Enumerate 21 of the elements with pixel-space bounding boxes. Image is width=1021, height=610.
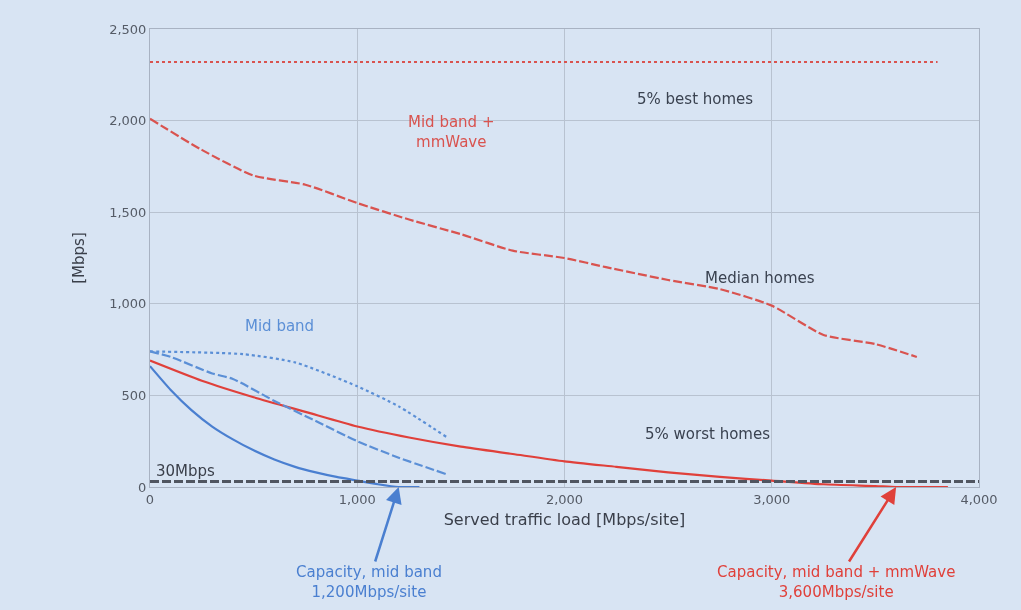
ref-line-label: 30Mbps	[156, 462, 216, 480]
y-tick-label: 2,000	[109, 113, 147, 129]
annotation: Mid band	[245, 317, 315, 335]
y-axis-title: [Mbps]	[70, 232, 89, 284]
annotation: Capacity, mid band + mmWave 3,600Mbps/site	[717, 563, 956, 601]
y-tick-label: 1,500	[109, 204, 147, 220]
y-tick-label: 1,000	[109, 296, 147, 312]
annotation: Mid band + mmWave	[408, 113, 495, 151]
x-tick-label: 4,000	[960, 491, 998, 507]
line-series	[150, 117, 918, 359]
x-tick-label: 3,000	[753, 491, 791, 507]
x-tick-label: 2,000	[545, 491, 584, 507]
x-tick-label: 1,000	[338, 491, 376, 507]
y-tick-label: 2,500	[109, 21, 147, 37]
annotation: 5% worst homes	[645, 425, 771, 443]
y-tick-label: 500	[121, 387, 147, 403]
annotation: Capacity, mid band 1,200Mbps/site	[296, 563, 442, 601]
x-axis-title: Served traffic load [Mbps/site]	[443, 510, 686, 530]
annotation: Median homes	[705, 269, 815, 287]
annotation: 5% best homes	[637, 90, 754, 108]
y-tick-label: 0	[138, 479, 147, 495]
